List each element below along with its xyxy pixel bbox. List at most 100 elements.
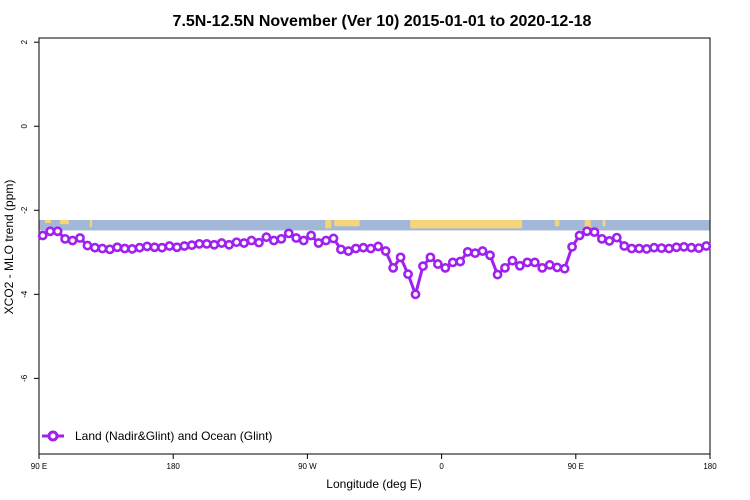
data-point: [604, 236, 615, 246]
data-point: [485, 250, 495, 261]
data-point: [186, 240, 197, 251]
x-tick-label: 0: [439, 462, 444, 471]
data-point: [544, 260, 555, 270]
data-point: [679, 241, 689, 252]
data-point: [67, 235, 78, 246]
data-point: [537, 262, 548, 273]
data-point: [626, 243, 637, 254]
data-point: [634, 243, 645, 254]
map-band: [39, 219, 710, 231]
data-point: [365, 243, 376, 254]
x-tick-label: 180: [167, 462, 181, 471]
data-point: [75, 233, 85, 243]
data-point: [380, 246, 391, 256]
x-axis-ticks: 90 E 180 90 W 0 90 E 180: [31, 454, 717, 471]
land-patch: [325, 219, 332, 229]
data-point: [112, 242, 123, 253]
data-point: [462, 246, 473, 257]
land-patch: [602, 219, 606, 227]
data-point: [231, 237, 242, 248]
data-point: [559, 263, 570, 274]
data-point: [179, 241, 190, 251]
data-point: [336, 244, 346, 255]
x-tick-label: 90 W: [298, 462, 317, 471]
series-layer: [37, 226, 712, 300]
data-point: [552, 262, 563, 273]
data-point: [97, 243, 108, 254]
data-point: [246, 235, 257, 246]
data-point: [596, 233, 607, 244]
ocean-band: [39, 219, 710, 231]
data-point: [440, 262, 451, 273]
land-patch: [584, 219, 591, 228]
data-point: [82, 240, 93, 251]
data-point: [507, 255, 518, 266]
data-point: [447, 257, 458, 268]
data-point: [701, 241, 712, 251]
legend-label: Land (Nadir&Glint) and Ocean (Glint): [75, 429, 272, 443]
data-point: [418, 261, 428, 272]
data-point: [104, 244, 115, 255]
data-point: [283, 228, 294, 239]
data-point: [201, 238, 212, 249]
data-point: [477, 246, 488, 256]
x-axis-label: Longitude (deg E): [326, 477, 421, 491]
data-point: [37, 230, 48, 241]
land-patch: [554, 219, 560, 227]
data-point: [582, 226, 592, 237]
data-point: [149, 242, 160, 253]
data-point: [492, 269, 503, 280]
x-tick-label: 90 E: [31, 462, 47, 471]
data-point: [127, 244, 138, 254]
land-patch: [334, 219, 360, 227]
data-point: [343, 246, 354, 256]
data-point: [306, 230, 317, 241]
data-point: [254, 237, 264, 248]
data-point: [172, 242, 182, 253]
data-point: [313, 238, 324, 248]
data-point: [567, 241, 577, 252]
data-point: [455, 256, 466, 267]
data-point: [52, 226, 63, 237]
data-point: [425, 252, 436, 263]
chart-title: 7.5N-12.5N November (Ver 10) 2015-01-01 …: [173, 13, 592, 30]
data-point: [574, 230, 585, 241]
data-point: [119, 243, 130, 254]
data-point: [432, 259, 443, 269]
data-point: [470, 248, 481, 259]
data-point: [589, 227, 600, 238]
data-point: [45, 226, 56, 237]
land-patch: [59, 219, 69, 225]
data-point: [529, 257, 540, 268]
data-point: [216, 238, 227, 248]
data-point: [224, 239, 235, 250]
data-point: [358, 242, 369, 253]
y-tick-label: -2: [20, 206, 29, 214]
data-point: [276, 233, 287, 244]
data-point: [60, 233, 70, 244]
y-tick-label: -4: [20, 290, 29, 298]
data-point: [514, 260, 525, 271]
data-point: [693, 243, 704, 254]
y-axis-ticks: 2 0 -2 -4 -6: [20, 39, 39, 382]
data-point: [142, 241, 153, 252]
data-point: [619, 241, 630, 251]
y-tick-label: -6: [20, 374, 29, 382]
data-point: [164, 241, 175, 251]
data-point: [664, 243, 674, 254]
data-point: [656, 243, 667, 254]
data-point: [291, 233, 302, 243]
data-point: [649, 242, 659, 253]
data-point: [90, 242, 100, 253]
data-point: [671, 242, 682, 253]
data-point: [261, 232, 272, 243]
land-patch: [89, 219, 92, 228]
data-point: [328, 233, 339, 244]
data-point: [268, 235, 279, 246]
data-point: [611, 232, 622, 243]
data-point: [410, 289, 421, 300]
y-tick-label: 0: [20, 123, 29, 128]
data-point: [686, 242, 697, 253]
data-point: [388, 262, 399, 273]
data-point: [641, 244, 652, 254]
